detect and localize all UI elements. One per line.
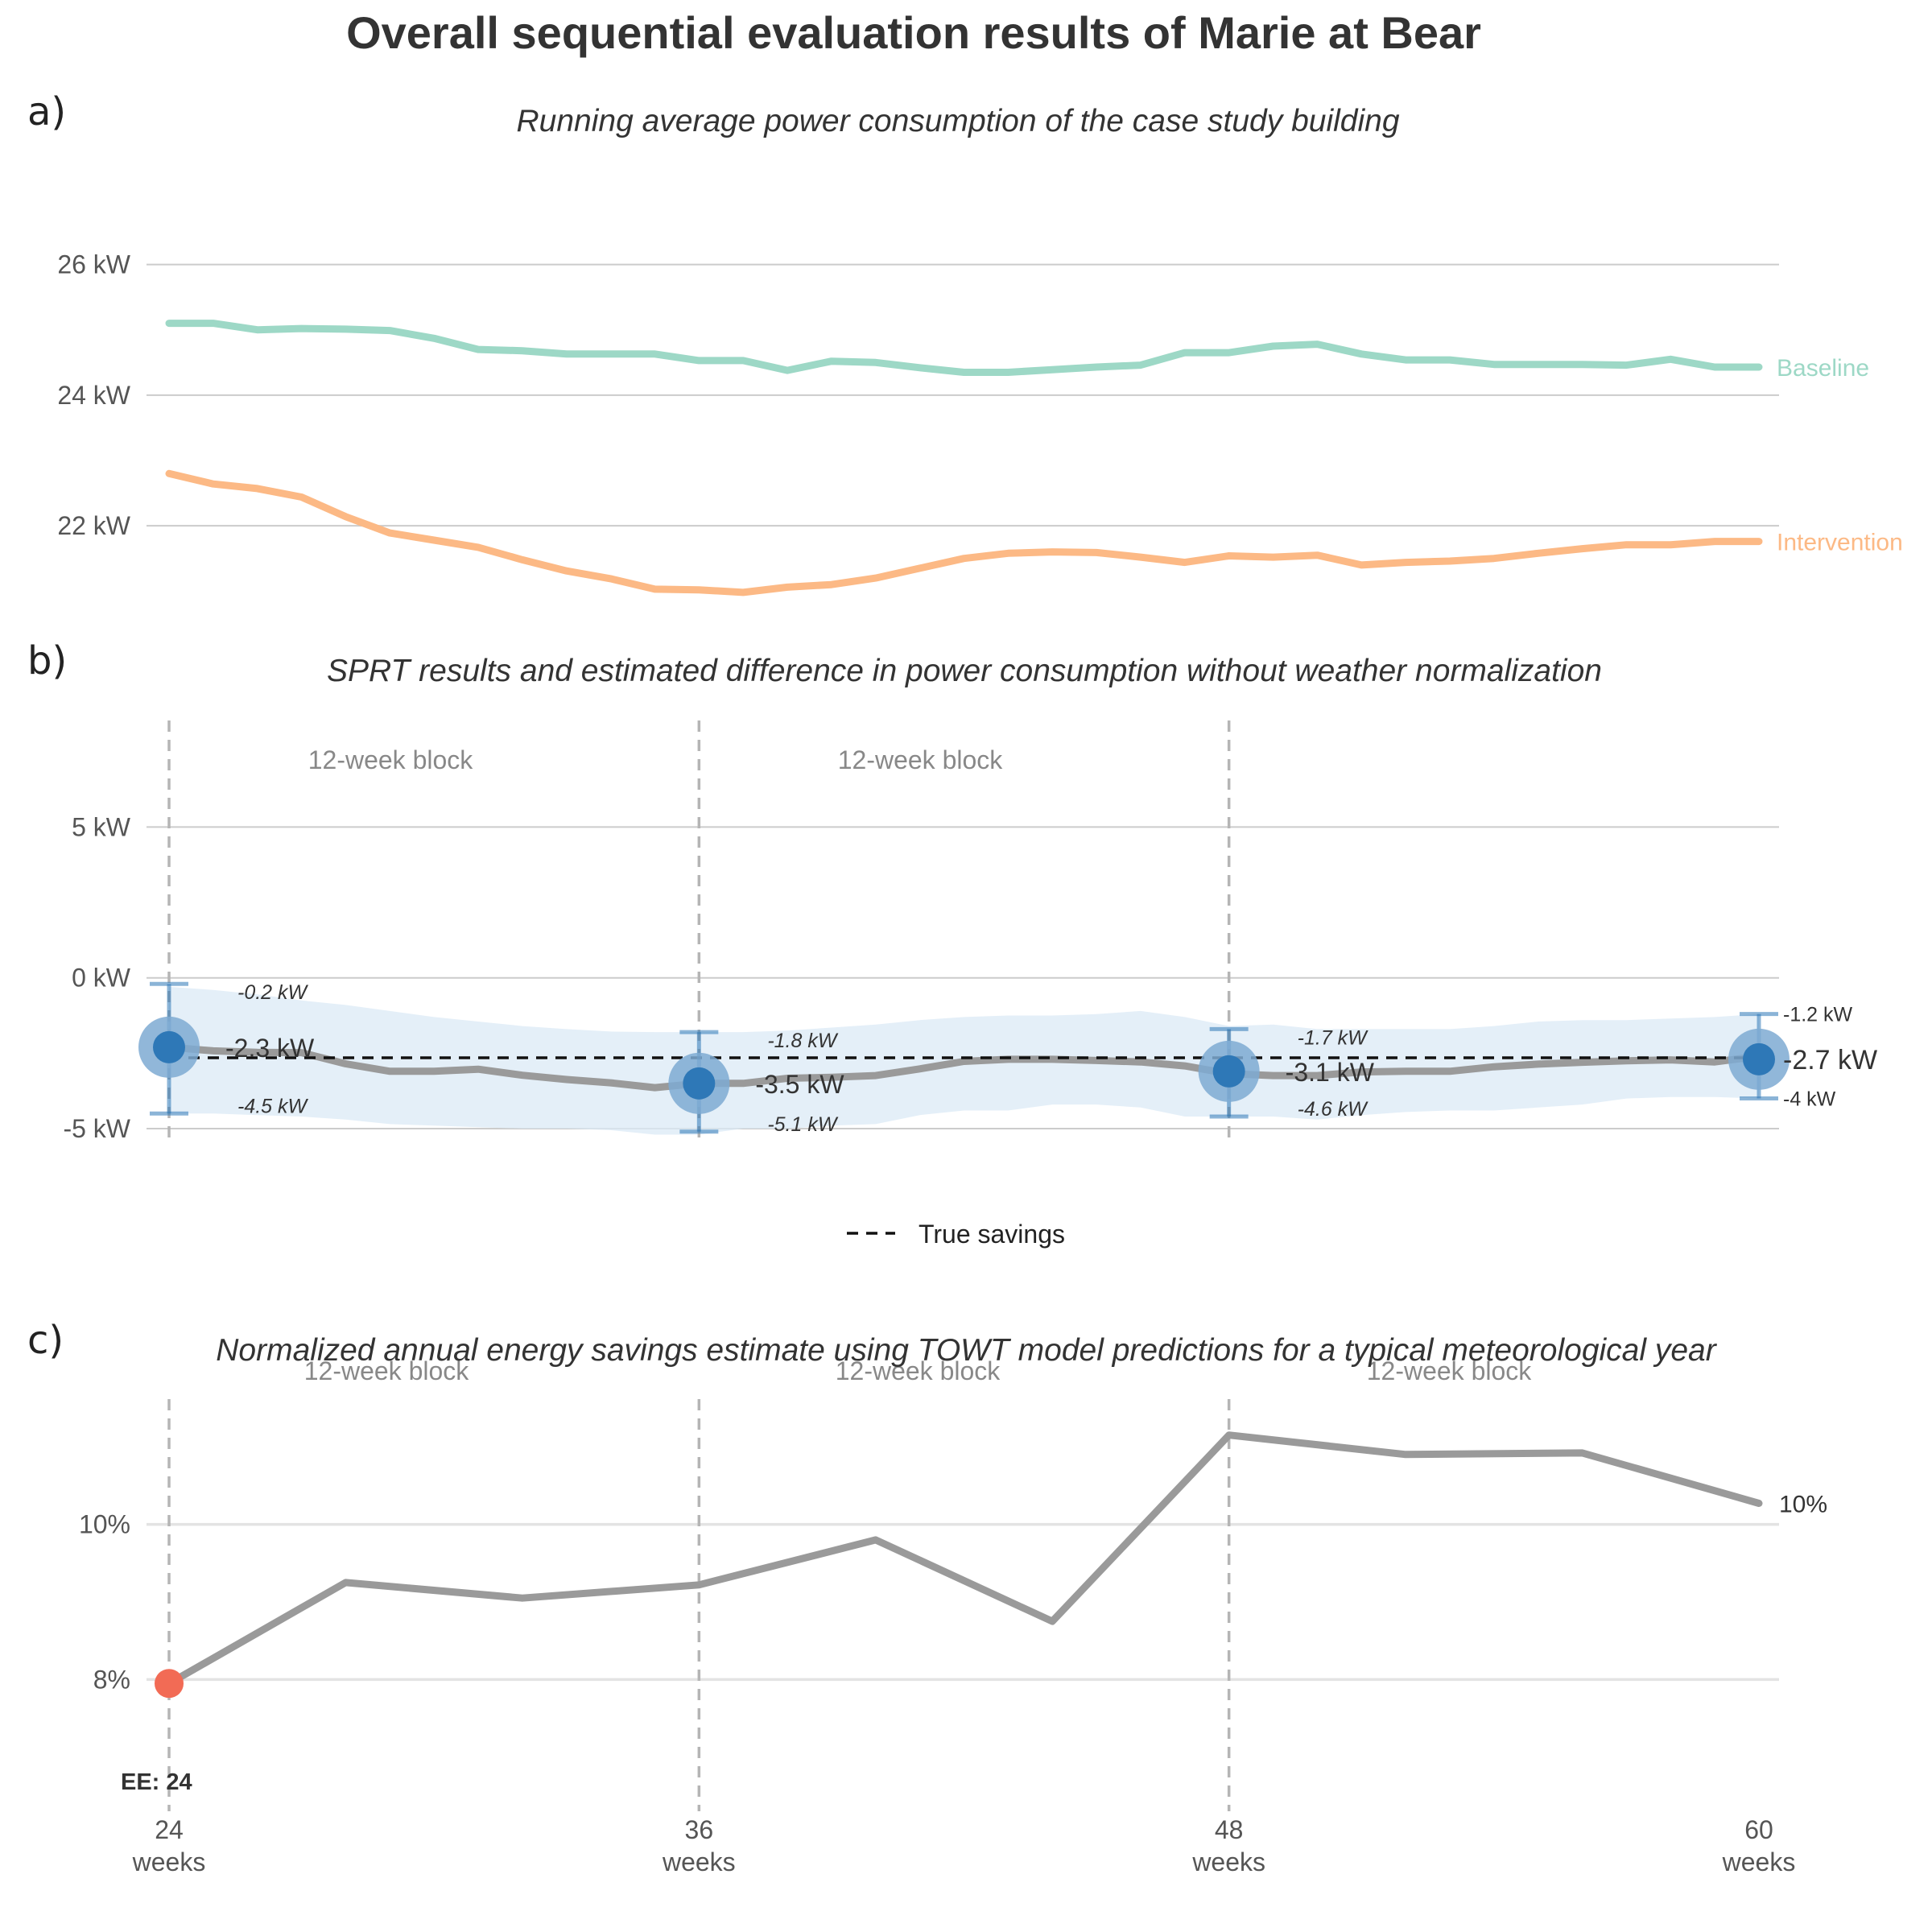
panel-c-series <box>165 1431 1763 1687</box>
baseline-line <box>165 320 1763 376</box>
checkpoint-lower-label: -4 kW <box>1783 1088 1836 1111</box>
panel-c-block-label-2: 12-week block <box>836 1356 1001 1385</box>
panel-b-checkpoints <box>138 981 1790 1134</box>
checkpoint-point <box>683 1067 716 1100</box>
panel-c-letter: c) <box>27 1318 64 1363</box>
panel-a-gridlines <box>147 263 1779 527</box>
panel-c-block-label-3: 12-week block <box>1367 1356 1533 1385</box>
early-end-label: EE: 24 <box>121 1769 192 1795</box>
checkpoint-point <box>153 1030 185 1063</box>
checkpoint-lower-label: -4.5 kW <box>237 1095 309 1117</box>
panel-b-gridlines <box>147 826 1779 1130</box>
early-end-marker <box>155 1669 184 1699</box>
panel-b-y-tick-label: 5 kW <box>72 812 131 841</box>
checkpoint-upper-label: -1.2 kW <box>1783 1004 1853 1026</box>
estimated-difference-line <box>165 1043 1763 1092</box>
x-tick-label: 24 <box>155 1815 184 1844</box>
panel-a-y-tick-label: 26 kW <box>57 250 130 279</box>
checkpoint-estimate-label: -3.1 kW <box>1286 1058 1375 1087</box>
x-tick-label: 48 <box>1215 1815 1244 1844</box>
checkpoint-point <box>1743 1042 1775 1075</box>
panel-a-y-tick-label: 24 kW <box>57 381 130 410</box>
panel-b-checkpoint-labels: -2.3 kW -0.2 kW -4.5 kW -3.5 kW -1.8 kW -5.1 … <box>225 981 1877 1136</box>
legend-true-savings-label: True savings <box>919 1220 1065 1249</box>
panel-c: c) 8% 10% 12-week block 12-week block 12-… <box>27 1318 1827 1876</box>
panel-c-y-tick-label: 10% <box>79 1510 130 1539</box>
panel-a-letter: a) <box>27 89 66 134</box>
x-tick-unit-label: weeks <box>1191 1847 1265 1876</box>
panel-b-block-label-2: 12-week block <box>838 745 1004 774</box>
panel-c-subtitle: Normalized annual energy savings estimat… <box>216 1333 1717 1368</box>
checkpoint-point <box>1212 1055 1245 1088</box>
checkpoint-estimate-label: -2.7 kW <box>1783 1045 1877 1075</box>
checkpoint-upper-label: -1.8 kW <box>767 1030 839 1052</box>
panel-a: a) Running average power consumption of … <box>27 89 1903 597</box>
x-tick-unit-label: weeks <box>662 1847 736 1876</box>
panel-c-end-value-label: 10% <box>1779 1492 1827 1518</box>
legend: True savings <box>847 1220 1065 1249</box>
panel-b: b) SPRT results and estimated difference… <box>27 638 1877 1249</box>
x-tick-unit-label: weeks <box>132 1847 206 1876</box>
panel-c-y-ticks: 8% 10% <box>79 1510 130 1695</box>
x-axis-ticks: 24 weeks 36 weeks 48 weeks 60 weeks <box>132 1815 1796 1876</box>
checkpoint-estimate-label: -2.3 kW <box>225 1034 315 1063</box>
intervention-series-label: Intervention <box>1777 530 1903 556</box>
panel-a-y-ticks: 22 kW 24 kW 26 kW <box>57 250 130 541</box>
panel-b-y-tick-label: 0 kW <box>72 964 131 993</box>
checkpoint-upper-label: -0.2 kW <box>237 981 309 1004</box>
savings-estimate-line <box>165 1431 1763 1687</box>
panel-a-y-tick-label: 22 kW <box>57 511 130 540</box>
panel-c-y-tick-label: 8% <box>93 1665 130 1694</box>
panel-b-letter: b) <box>27 638 67 683</box>
x-tick-label: 60 <box>1744 1815 1773 1844</box>
baseline-series-label: Baseline <box>1777 355 1869 382</box>
panel-b-subtitle: SPRT results and estimated difference in… <box>327 654 1602 688</box>
panel-b-y-ticks: -5 kW 0 kW 5 kW <box>63 812 130 1143</box>
panel-c-block-dividers <box>167 1399 1231 1811</box>
checkpoint-estimate-label: -3.5 kW <box>755 1070 844 1099</box>
panel-c-gridlines <box>147 1522 1779 1682</box>
intervention-line <box>165 469 1763 597</box>
panel-c-block-label-1: 12-week block <box>304 1356 470 1385</box>
panel-a-series <box>165 320 1763 597</box>
panel-a-subtitle: Running average power consumption of the… <box>516 104 1399 138</box>
panel-b-series <box>165 1043 1763 1092</box>
chart-title: Overall sequential evaluation results of… <box>346 7 1481 58</box>
panel-b-block-label-1: 12-week block <box>308 745 474 774</box>
checkpoint-upper-label: -1.7 kW <box>1298 1026 1369 1049</box>
x-tick-unit-label: weeks <box>1722 1847 1796 1876</box>
checkpoint-lower-label: -4.6 kW <box>1298 1098 1369 1121</box>
panel-b-y-tick-label: -5 kW <box>63 1114 130 1143</box>
x-tick-label: 36 <box>685 1815 714 1844</box>
early-end-point <box>155 1669 184 1699</box>
checkpoint-lower-label: -5.1 kW <box>767 1113 839 1136</box>
